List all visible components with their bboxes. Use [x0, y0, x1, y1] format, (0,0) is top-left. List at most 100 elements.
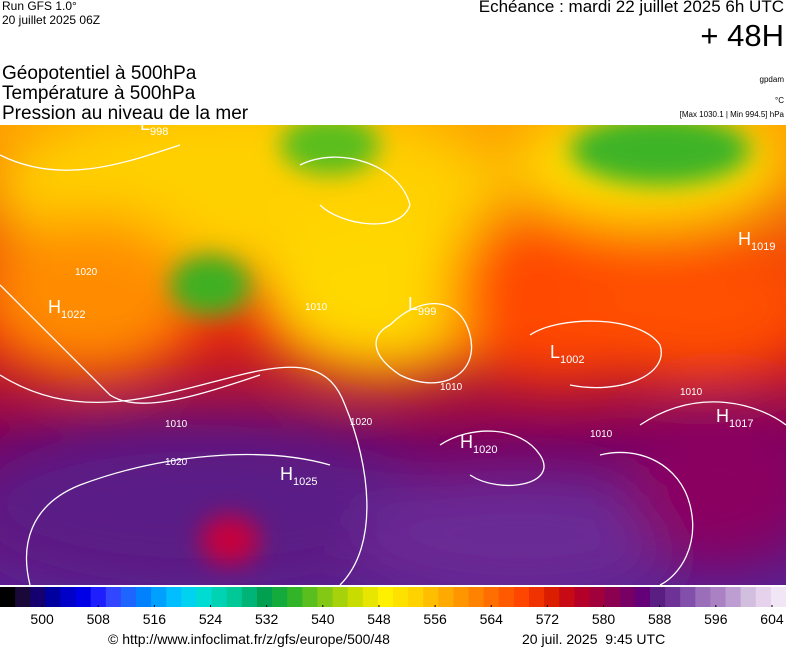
field: Température à 500hPa [2, 83, 196, 104]
colorbar-swatch [695, 587, 711, 607]
colorbar-swatch [438, 587, 454, 607]
center-type: L [408, 294, 418, 314]
colorbar-swatch [60, 587, 77, 607]
colorbar-swatch [513, 587, 530, 607]
colorbar-label: 540 [311, 611, 335, 627]
colorbar-label: 588 [648, 611, 672, 627]
colorbar: 500 508 516 524 532 540 548 556 564 572 580 588 596 6… [0, 587, 786, 627]
colorbar-label: 564 [480, 611, 504, 627]
colorbar-swatch [393, 587, 409, 607]
center-type: H [48, 297, 61, 317]
colorbar-swatch [211, 587, 228, 607]
colorbar-swatch [544, 587, 560, 607]
colorbar-swatch [75, 587, 92, 607]
colorbar-swatch [408, 587, 424, 607]
footer-url: © http://www.infoclimat.fr/z/gfs/europe/… [108, 631, 390, 647]
valid-time: Echéance : mardi 22 juillet 2025 6h UTC [478, 0, 784, 16]
colorbar-swatch [30, 587, 46, 607]
colorbar-swatch [529, 587, 545, 607]
colorbar-swatch [136, 587, 152, 607]
temperature-field [0, 125, 786, 585]
pressure-center: H1022 [48, 297, 85, 321]
center-type: H [716, 406, 729, 426]
center-type: H [738, 229, 751, 249]
pressure-center: L999 [408, 294, 436, 318]
colorbar-swatch [0, 587, 16, 607]
colorbar-swatch [287, 587, 303, 607]
colorbar-label: 516 [143, 611, 167, 627]
colorbar-swatch [151, 587, 167, 607]
colorbar-label: 580 [592, 611, 616, 627]
field: Pression au niveau de la mer [2, 103, 249, 124]
lead-time: + 48H [700, 18, 784, 53]
pressure-center: H1017 [716, 406, 753, 430]
colorbar-swatch [649, 587, 666, 607]
colorbar-label: 556 [423, 611, 447, 627]
colorbar-label: 604 [760, 611, 784, 627]
center-value: 1019 [751, 241, 775, 253]
map: H1022H1025H1020H1019H1017L999L1002L99810… [0, 125, 786, 585]
colorbar-swatch [166, 587, 182, 607]
unit: gpdam [759, 75, 784, 84]
unit: [Max 1030.1 | Min 994.5] hPa [679, 110, 784, 119]
isobar-label: 1020 [165, 457, 188, 468]
colorbar-swatch [740, 587, 757, 607]
colorbar-swatch [45, 587, 61, 607]
colorbar-swatch [604, 587, 621, 607]
colorbar-swatch [634, 587, 651, 607]
colorbar-swatch [574, 587, 590, 607]
pressure-center: H1020 [460, 432, 497, 456]
colorbar-swatch [226, 587, 243, 607]
colorbar-swatch [272, 587, 288, 607]
center-type: H [280, 464, 293, 484]
colorbar-swatch [256, 587, 273, 607]
center-value: 998 [150, 126, 168, 138]
pressure-center: H1025 [280, 464, 317, 488]
colorbar-swatch [755, 587, 772, 607]
colorbar-swatch [105, 587, 122, 607]
colorbar-label: 500 [30, 611, 54, 627]
cold-pools [170, 125, 750, 565]
colorbar-swatch [181, 587, 197, 607]
colorbar-swatch [120, 587, 137, 607]
colorbar-label: 572 [536, 611, 560, 627]
colorbar-swatch [498, 587, 515, 607]
colorbar-swatch [468, 587, 485, 607]
center-value: 1025 [293, 476, 317, 488]
colorbar-label: 508 [87, 611, 111, 627]
center-value: 1002 [560, 354, 584, 366]
colorbar-label: 596 [704, 611, 728, 627]
isobar-label: 1020 [350, 417, 373, 428]
colorbar-swatch [710, 587, 727, 607]
isobar-label: 1020 [75, 267, 98, 278]
center-value: 1020 [473, 444, 497, 456]
colorbar-swatch [241, 587, 258, 607]
isobar-label: 1010 [440, 382, 463, 393]
center-value: 1017 [729, 418, 753, 430]
pressure-center: L998 [140, 125, 168, 138]
isobar-label: 1010 [590, 429, 613, 440]
unit: °C [775, 96, 784, 105]
colorbar-swatch [332, 587, 349, 607]
pressure-center: L1002 [550, 342, 585, 366]
colorbar-swatch [347, 587, 364, 607]
colorbar-swatch [665, 587, 681, 607]
center-value: 1022 [61, 309, 85, 321]
pressure-center: H1019 [738, 229, 775, 253]
colorbar-swatch [725, 587, 742, 607]
isobar-label: 1010 [680, 387, 703, 398]
colorbar-swatch [317, 587, 334, 607]
run: Run GFS 1.0° [2, 0, 77, 13]
colorbar-swatch [619, 587, 636, 607]
field: Géopotentiel à 500hPa [2, 63, 197, 84]
colorbar-swatch [423, 587, 439, 607]
colorbar-swatch [196, 587, 213, 607]
colorbar-swatch [90, 587, 107, 607]
colorbar-swatch [377, 587, 394, 607]
isobar-label: 1010 [165, 419, 188, 430]
isobar-label: 1010 [305, 302, 328, 313]
colorbar-swatch [589, 587, 606, 607]
colorbar-swatch [362, 587, 379, 607]
colorbar-swatch [680, 587, 696, 607]
